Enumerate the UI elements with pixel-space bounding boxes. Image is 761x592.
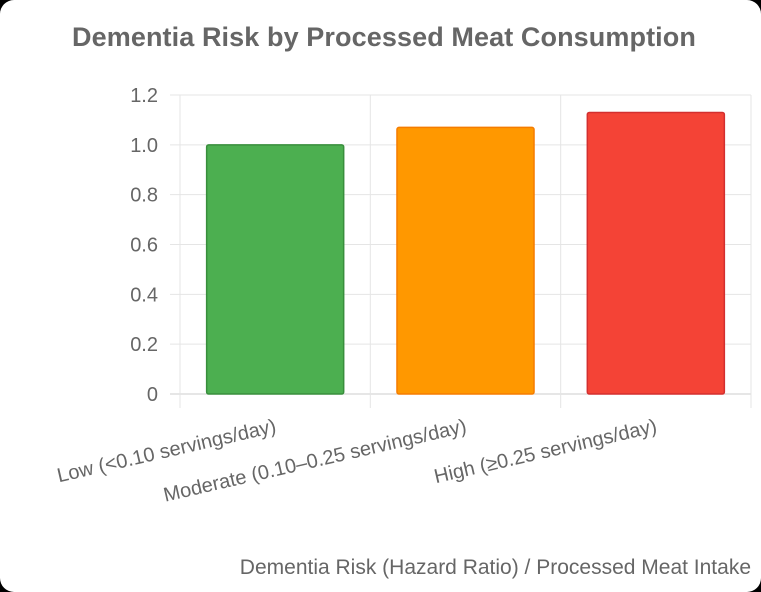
- chart-title: Dementia Risk by Processed Meat Consumpt…: [72, 22, 696, 52]
- y-tick-label: 0.4: [130, 284, 158, 306]
- y-tick-label: 0.8: [130, 185, 158, 207]
- y-tick-label: 0.6: [130, 235, 158, 257]
- bar-1: [396, 126, 535, 395]
- y-tick-label: 1.2: [130, 85, 158, 107]
- x-axis-title: Dementia Risk (Hazard Ratio) / Processed…: [239, 556, 751, 579]
- bar-0: [205, 144, 345, 395]
- y-tick-label: 0: [147, 384, 158, 406]
- y-tick-label: 1.0: [130, 135, 158, 157]
- y-tick-label: 0.2: [130, 334, 158, 356]
- x-tick-label: Moderate (0.10–0.25 servings/day): [161, 415, 468, 506]
- bar-2: [586, 111, 726, 395]
